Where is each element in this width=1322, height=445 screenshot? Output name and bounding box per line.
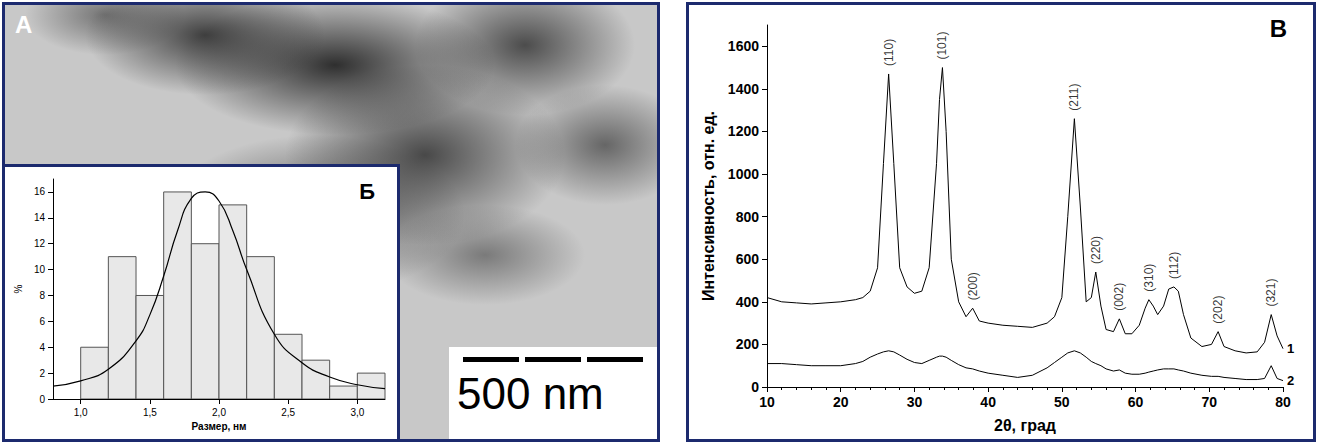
svg-text:600: 600 bbox=[736, 251, 760, 267]
svg-text:50: 50 bbox=[1054, 394, 1070, 410]
html-text:В: В bbox=[1269, 15, 1287, 42]
svg-text:800: 800 bbox=[736, 209, 760, 225]
svg-text:8: 8 bbox=[39, 290, 45, 301]
svg-text:40: 40 bbox=[980, 394, 996, 410]
svg-text:2,0: 2,0 bbox=[212, 407, 226, 418]
svg-text:4: 4 bbox=[39, 342, 45, 353]
svg-text:(220): (220) bbox=[1089, 236, 1103, 264]
svg-text:Интенсивность, отн. ед.: Интенсивность, отн. ед. bbox=[700, 111, 717, 301]
svg-text:20: 20 bbox=[833, 394, 849, 410]
html-text:А: А bbox=[15, 11, 33, 38]
svg-text:1200: 1200 bbox=[728, 123, 759, 139]
html-text:Б: Б bbox=[359, 179, 375, 204]
svg-text:80: 80 bbox=[1275, 394, 1291, 410]
svg-text:2: 2 bbox=[1287, 373, 1294, 388]
svg-text:(202): (202) bbox=[1211, 296, 1225, 324]
svg-text:12: 12 bbox=[34, 238, 46, 249]
svg-text:(112): (112) bbox=[1167, 252, 1181, 279]
svg-text:(211): (211) bbox=[1067, 84, 1081, 111]
svg-text:(321): (321) bbox=[1264, 279, 1278, 307]
svg-text:%: % bbox=[13, 284, 24, 293]
svg-text:1400: 1400 bbox=[728, 81, 759, 97]
svg-text:16: 16 bbox=[34, 186, 46, 197]
svg-text:0: 0 bbox=[39, 394, 45, 405]
svg-text:(310): (310) bbox=[1142, 264, 1156, 292]
svg-text:10: 10 bbox=[34, 264, 46, 275]
svg-text:60: 60 bbox=[1128, 394, 1144, 410]
svg-text:10: 10 bbox=[759, 394, 775, 410]
svg-text:1600: 1600 bbox=[728, 38, 759, 54]
svg-text:Размер, нм: Размер, нм bbox=[192, 421, 247, 432]
svg-text:1,0: 1,0 bbox=[74, 407, 88, 418]
html-text:500 nm: 500 nm bbox=[457, 369, 604, 418]
svg-text:(110): (110) bbox=[882, 39, 896, 66]
svg-text:2: 2 bbox=[39, 368, 45, 379]
svg-text:2,5: 2,5 bbox=[281, 407, 295, 418]
svg-text:30: 30 bbox=[907, 394, 923, 410]
svg-text:1000: 1000 bbox=[728, 166, 759, 182]
svg-text:70: 70 bbox=[1201, 394, 1217, 410]
svg-text:200: 200 bbox=[736, 336, 760, 352]
svg-text:2θ, град: 2θ, град bbox=[994, 417, 1056, 434]
svg-text:3,0: 3,0 bbox=[350, 407, 364, 418]
svg-text:(002): (002) bbox=[1112, 283, 1126, 311]
svg-text:6: 6 bbox=[39, 316, 45, 327]
svg-text:14: 14 bbox=[34, 212, 46, 223]
svg-text:0: 0 bbox=[751, 379, 759, 395]
svg-text:1,5: 1,5 bbox=[143, 407, 157, 418]
svg-text:(101): (101) bbox=[935, 32, 949, 60]
svg-text:(200): (200) bbox=[966, 272, 980, 300]
svg-text:400: 400 bbox=[736, 294, 760, 310]
svg-text:1: 1 bbox=[1287, 341, 1294, 356]
